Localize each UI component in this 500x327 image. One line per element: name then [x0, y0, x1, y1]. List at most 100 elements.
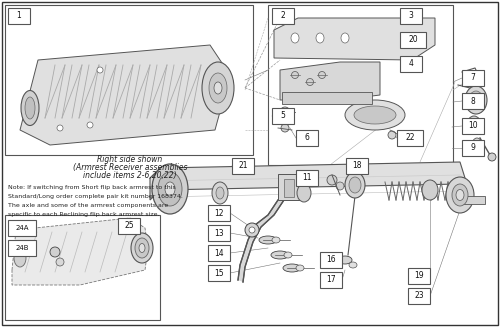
Ellipse shape	[165, 182, 175, 196]
Text: Standard/Long order complete pair kit number 168374.: Standard/Long order complete pair kit nu…	[8, 194, 183, 199]
Ellipse shape	[469, 91, 483, 109]
Text: 9: 9	[470, 144, 476, 152]
Bar	[462, 118, 484, 134]
Polygon shape	[274, 18, 435, 60]
Text: 20: 20	[408, 36, 418, 44]
Text: Note: If switching from Short flip back armrest to this: Note: If switching from Short flip back …	[8, 185, 176, 190]
Text: 10: 10	[468, 122, 478, 130]
Ellipse shape	[422, 180, 438, 200]
Text: Right side shown: Right side shown	[98, 155, 162, 164]
Ellipse shape	[214, 82, 222, 94]
Circle shape	[281, 124, 289, 132]
Bar	[208, 205, 230, 221]
Ellipse shape	[452, 184, 468, 206]
Ellipse shape	[284, 252, 292, 258]
Polygon shape	[150, 162, 465, 200]
Text: 22: 22	[405, 133, 415, 143]
Circle shape	[336, 182, 344, 190]
Bar	[320, 272, 342, 288]
Ellipse shape	[354, 106, 396, 124]
Text: 8: 8	[470, 96, 476, 106]
Polygon shape	[12, 218, 148, 285]
Ellipse shape	[446, 177, 474, 213]
Circle shape	[280, 107, 290, 117]
Bar	[462, 70, 484, 86]
Text: 11: 11	[302, 174, 312, 182]
Text: 6: 6	[304, 133, 310, 143]
Ellipse shape	[14, 249, 26, 267]
Bar	[208, 265, 230, 281]
Text: 5: 5	[280, 112, 285, 121]
Circle shape	[327, 175, 337, 185]
Text: 3: 3	[408, 11, 414, 21]
Text: 15: 15	[214, 268, 224, 278]
Text: 13: 13	[214, 229, 224, 237]
Polygon shape	[248, 225, 261, 242]
Ellipse shape	[470, 119, 478, 130]
Bar	[5, 215, 160, 320]
Text: 4: 4	[408, 60, 414, 68]
Text: 12: 12	[214, 209, 224, 217]
Ellipse shape	[212, 182, 228, 204]
Bar	[232, 158, 254, 174]
Bar	[296, 130, 318, 146]
Bar	[272, 108, 294, 124]
Polygon shape	[255, 215, 274, 227]
Ellipse shape	[296, 265, 304, 271]
Text: 16: 16	[326, 255, 336, 265]
Ellipse shape	[271, 251, 289, 259]
Bar	[400, 8, 422, 24]
Ellipse shape	[25, 97, 35, 119]
Circle shape	[292, 72, 298, 78]
Bar	[8, 240, 36, 256]
Ellipse shape	[456, 190, 464, 200]
Ellipse shape	[21, 91, 39, 126]
Circle shape	[56, 258, 64, 266]
Bar	[296, 170, 318, 186]
Bar	[118, 218, 140, 234]
Bar	[8, 220, 36, 236]
Bar	[208, 245, 230, 261]
Ellipse shape	[283, 264, 301, 272]
Bar	[208, 225, 230, 241]
Ellipse shape	[135, 238, 149, 258]
Text: 1: 1	[16, 11, 21, 21]
Bar	[268, 5, 453, 165]
Bar	[284, 179, 294, 197]
Text: 14: 14	[214, 249, 224, 257]
Ellipse shape	[202, 62, 234, 114]
Text: 24B: 24B	[15, 245, 29, 251]
Bar	[408, 268, 430, 284]
Bar	[400, 56, 422, 72]
Polygon shape	[268, 200, 284, 215]
Circle shape	[245, 223, 259, 237]
Bar	[282, 92, 372, 104]
Ellipse shape	[259, 236, 277, 244]
Bar	[8, 8, 30, 24]
Bar	[278, 174, 300, 200]
Text: 2: 2	[280, 11, 285, 21]
Bar	[460, 196, 485, 204]
Text: (Armrest Receiver assemblies: (Armrest Receiver assemblies	[73, 163, 187, 172]
Text: 18: 18	[352, 162, 362, 170]
Bar	[397, 130, 423, 146]
Circle shape	[249, 227, 255, 233]
Text: The axle and some of the armrest components are: The axle and some of the armrest compone…	[8, 203, 168, 208]
Ellipse shape	[158, 172, 182, 206]
Ellipse shape	[139, 244, 145, 252]
Bar	[462, 93, 484, 109]
Text: 7: 7	[470, 74, 476, 82]
Polygon shape	[240, 240, 253, 267]
Circle shape	[488, 153, 496, 161]
Ellipse shape	[316, 33, 324, 43]
Circle shape	[97, 67, 103, 73]
Ellipse shape	[345, 100, 405, 130]
Bar	[346, 158, 368, 174]
Circle shape	[50, 247, 60, 257]
Ellipse shape	[272, 237, 280, 243]
Ellipse shape	[291, 33, 299, 43]
Circle shape	[87, 122, 93, 128]
Text: 21: 21	[238, 162, 248, 170]
Text: include items 2-6,20,22): include items 2-6,20,22)	[83, 171, 177, 180]
Bar	[462, 140, 484, 156]
